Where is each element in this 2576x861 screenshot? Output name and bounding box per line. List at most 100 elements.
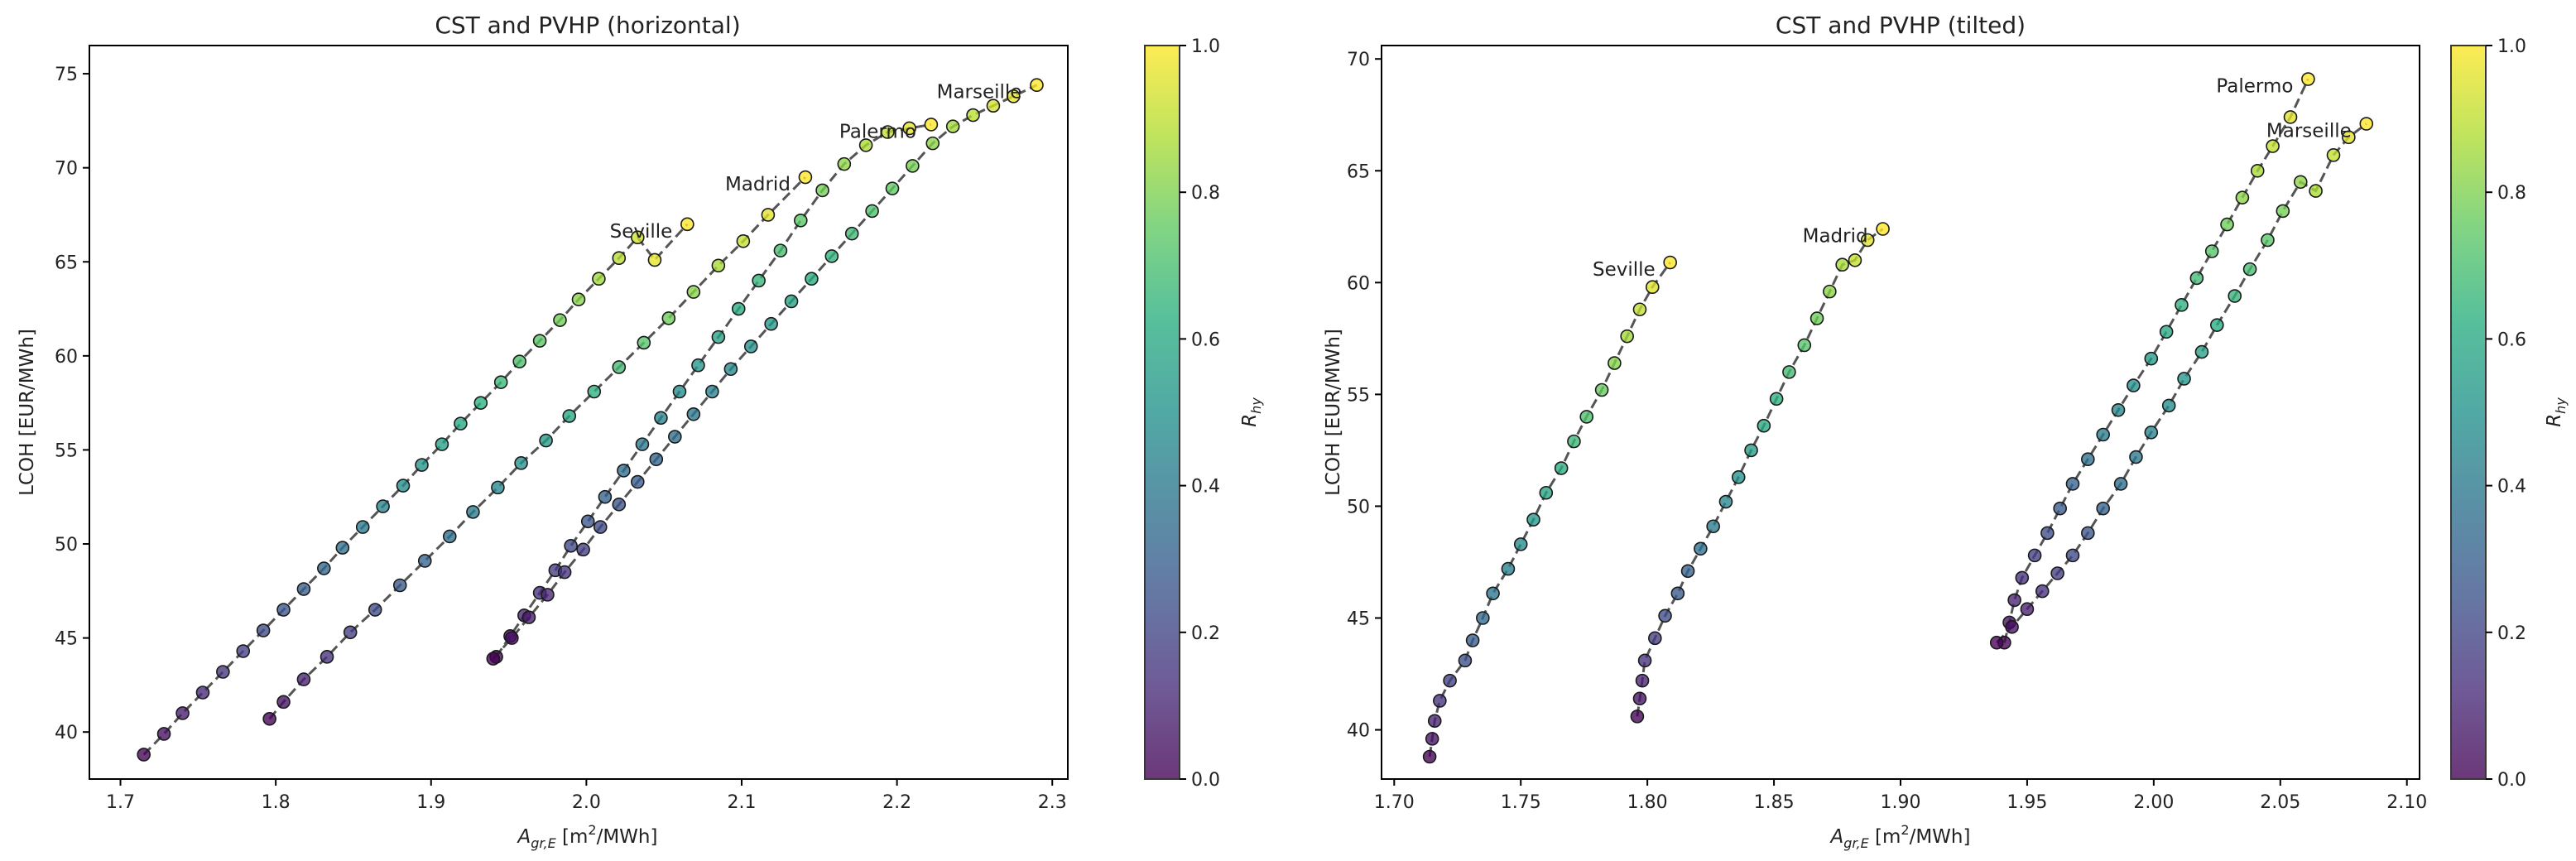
data-point-seville (680, 217, 694, 232)
data-point-seville (1443, 673, 1457, 688)
data-point-marseille (2326, 148, 2341, 162)
data-point-marseille (541, 588, 555, 602)
data-point-seville (493, 375, 508, 389)
data-point-seville (532, 334, 547, 348)
data-point-madrid (320, 650, 334, 664)
data-point-palermo (2111, 402, 2126, 417)
data-point-seville (415, 458, 429, 472)
data-point-marseille (743, 339, 758, 354)
series-points (1422, 72, 2374, 764)
series-line-seville (1428, 262, 1671, 758)
data-point-madrid (1632, 691, 1647, 706)
x-axis-label-unit: [m (1869, 826, 1901, 848)
x-axis-label-unit-sup: 2 (588, 822, 596, 838)
data-point-seville (317, 561, 331, 575)
data-point-marseille (2194, 344, 2209, 359)
y-tick-label: 60 (1347, 273, 1370, 294)
colorbar-tick-label: 0.8 (1191, 183, 1220, 204)
colorbar-tick-label: 0.6 (2497, 329, 2526, 350)
data-point-seville (630, 230, 645, 245)
data-point-madrid (711, 258, 726, 273)
data-point-seville (195, 685, 210, 700)
series-line-madrid (1636, 228, 1884, 717)
data-point-palermo (924, 118, 939, 132)
data-point-marseille (2359, 117, 2374, 131)
data-point-palermo (2007, 593, 2021, 608)
data-point-madrid (514, 456, 528, 470)
series-label-madrid: Madrid (725, 174, 791, 195)
data-point-palermo (564, 538, 578, 553)
data-point-seville (553, 313, 567, 327)
data-point-marseille (2113, 477, 2128, 491)
data-point-marseille (2293, 175, 2308, 190)
data-point-marseille (486, 652, 501, 666)
series-label-marseille: Marseille (2266, 121, 2352, 142)
data-point-marseille (723, 362, 738, 377)
data-point-palermo (2220, 217, 2234, 232)
data-point-seville (1458, 653, 1473, 668)
data-point-palermo (635, 437, 650, 451)
y-tick-label: 55 (55, 440, 78, 461)
data-point-palermo (2266, 139, 2280, 153)
data-point-marseille (668, 430, 682, 444)
data-point-seville (1486, 586, 1500, 601)
x-tick-label: 1.75 (1501, 792, 1541, 813)
data-point-madrid (466, 505, 480, 519)
colorbar-tick-label: 0.8 (2497, 183, 2526, 204)
data-point-marseille (2210, 318, 2224, 332)
data-point-palermo (580, 514, 595, 529)
data-point-madrid (661, 311, 676, 325)
x-tick-label: 2.1 (728, 792, 757, 813)
data-point-palermo (598, 489, 613, 504)
y-tick-label: 45 (55, 629, 78, 650)
y-tick-label: 40 (1347, 721, 1370, 742)
series-label-marseille: Marseille (937, 82, 1022, 103)
data-point-seville (1513, 537, 1528, 551)
data-point-madrid (1706, 519, 1720, 534)
data-point-madrid (296, 672, 311, 686)
x-axis-label-main: A (1829, 826, 1844, 848)
x-axis-label: Agr,E [m2/MWh] (517, 822, 658, 851)
y-tick-label: 45 (1347, 609, 1370, 630)
data-point-seville (647, 253, 662, 267)
data-point-madrid (1744, 443, 1758, 458)
data-point-marseille (2096, 501, 2110, 516)
data-point-palermo (2250, 163, 2265, 178)
colorbar-label-sub: hy (1248, 397, 1264, 414)
colorbar-tick-label: 0.2 (2497, 623, 2526, 644)
data-point-marseille (2228, 289, 2242, 303)
colorbar (2450, 45, 2487, 780)
series-label-seville: Seville (1593, 259, 1656, 281)
data-point-palermo (654, 411, 668, 426)
data-point-palermo (858, 138, 873, 152)
data-point-madrid (392, 578, 407, 593)
chart-tilted: CST and PVHP (tilted) 1.70 1.75 1.80 1.85 1.… (1323, 12, 2569, 851)
x-tick-label: 2.3 (1038, 792, 1067, 813)
data-point-madrid (1670, 586, 1685, 601)
x-axis-label-main: A (517, 826, 531, 848)
data-point-madrid (1658, 608, 1672, 623)
data-point-marseille (2020, 602, 2035, 617)
data-point-seville (512, 354, 527, 368)
data-point-madrid (1797, 338, 1812, 353)
data-point-madrid (343, 625, 358, 640)
data-point-palermo (752, 273, 766, 288)
data-point-seville (1501, 561, 1516, 576)
x-tick-label: 2.05 (2260, 792, 2300, 813)
data-point-madrid (368, 603, 382, 617)
data-point-seville (156, 727, 171, 741)
data-point-marseille (2309, 184, 2323, 198)
data-point-madrid (1630, 709, 1645, 724)
data-point-palermo (731, 301, 746, 316)
series-points (137, 78, 1044, 762)
data-point-madrid (1648, 631, 1662, 646)
data-point-marseille (906, 159, 920, 173)
data-point-marseille (2342, 130, 2356, 145)
data-point-marseille (986, 99, 1001, 113)
data-point-palermo (711, 329, 726, 344)
data-point-palermo (2081, 452, 2095, 467)
data-point-marseille (844, 226, 859, 241)
chart-title: CST and PVHP (horizontal) (435, 12, 740, 39)
data-point-madrid (1823, 284, 1837, 299)
data-point-seville (571, 292, 586, 306)
